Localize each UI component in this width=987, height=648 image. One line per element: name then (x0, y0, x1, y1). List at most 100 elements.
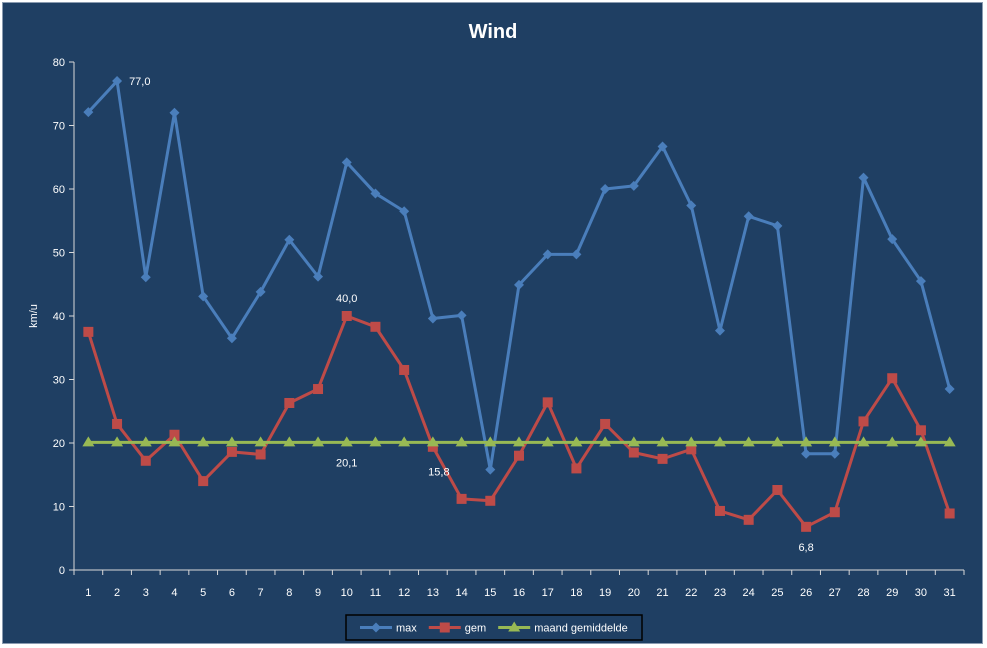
data-point (944, 508, 955, 519)
data-point (743, 514, 754, 525)
data-point (399, 206, 410, 217)
data-point (456, 493, 467, 504)
data-point (82, 436, 95, 447)
data-point (369, 436, 382, 447)
data-point (627, 436, 640, 447)
data-point (399, 364, 410, 375)
data-point (169, 107, 180, 118)
data-point (485, 464, 496, 475)
data-point (599, 436, 612, 447)
data-point (771, 436, 784, 447)
data-point (198, 291, 209, 302)
data-point (485, 495, 496, 506)
data-point (628, 447, 639, 458)
data-point (887, 373, 898, 384)
data-point (915, 276, 926, 287)
data-point (657, 453, 668, 464)
x-tick-label: 18 (570, 587, 582, 599)
x-tick-label: 17 (542, 587, 554, 599)
x-tick-label: 19 (599, 587, 611, 599)
data-point (139, 436, 152, 447)
x-tick-label: 25 (771, 587, 783, 599)
data-point (226, 446, 237, 457)
data-point (858, 416, 869, 427)
data-point (628, 180, 639, 191)
legend: max gem maand gemiddelde (345, 614, 643, 641)
series-maand-gemiddelde (82, 436, 956, 447)
x-tick-label: 13 (427, 587, 439, 599)
data-point (140, 455, 151, 466)
data-point (398, 436, 411, 447)
data-point (857, 436, 870, 447)
data-point (455, 436, 468, 447)
data-point (858, 172, 869, 183)
data-point (284, 234, 295, 245)
data-point (426, 436, 439, 447)
x-tick-label: 12 (398, 587, 410, 599)
data-point (713, 436, 726, 447)
data-point (312, 436, 325, 447)
y-tick-label: 60 (53, 184, 65, 196)
legend-item: max (360, 622, 417, 635)
data-point (169, 429, 180, 440)
series-max (83, 76, 955, 475)
chart-title: Wind (469, 21, 518, 43)
legend-item: gem (428, 622, 486, 635)
data-point (370, 321, 381, 332)
data-point (168, 436, 181, 447)
x-tick-label: 29 (886, 587, 898, 599)
x-tick-label: 10 (341, 587, 353, 599)
data-point (484, 436, 497, 447)
data-point (427, 441, 438, 452)
series-layer (82, 76, 956, 532)
y-tick-label: 20 (53, 438, 65, 450)
data-point (915, 425, 926, 436)
data-point (944, 384, 955, 395)
data-point (541, 436, 554, 447)
data-point (570, 436, 583, 447)
data-point (714, 505, 725, 516)
data-point (656, 436, 669, 447)
data-point (427, 313, 438, 324)
data-point (685, 436, 698, 447)
data-point (255, 449, 266, 460)
data-point (225, 436, 238, 447)
x-tick-label: 31 (944, 587, 956, 599)
legend-label: max (396, 623, 417, 635)
data-labels: 77,0 40,0 20,1 15,8 6,8 (129, 76, 814, 554)
data-point (341, 311, 352, 321)
x-tick-label: 21 (656, 587, 668, 599)
data-point (83, 107, 94, 118)
x-tick-label: 15 (484, 587, 496, 599)
data-label: 40,0 (336, 293, 357, 305)
data-point (340, 436, 353, 447)
x-tick-label: 28 (857, 587, 869, 599)
data-point (111, 436, 124, 447)
y-tick-label: 70 (53, 121, 65, 133)
data-point (112, 418, 123, 429)
legend-swatch-marker (508, 621, 521, 632)
data-point (370, 188, 381, 199)
data-point (83, 326, 94, 337)
data-point (140, 272, 151, 283)
x-tick-label: 26 (800, 587, 812, 599)
x-tick-label: 7 (258, 587, 264, 599)
legend-swatch-marker (439, 622, 450, 633)
data-point (943, 436, 956, 447)
data-point (657, 141, 668, 152)
data-point (284, 397, 295, 408)
data-point (112, 76, 123, 87)
data-point (198, 476, 209, 487)
legend-item: maand gemiddelde (498, 621, 628, 635)
x-tick-label: 11 (370, 587, 381, 599)
data-point (742, 436, 755, 447)
data-point (886, 436, 899, 447)
data-point (600, 418, 611, 429)
x-tick-label: 5 (200, 587, 206, 599)
legend-swatch-marker (371, 622, 381, 633)
y-axis-label: km/u (28, 304, 40, 328)
data-point (686, 200, 697, 211)
x-tick-label: 3 (143, 587, 149, 599)
